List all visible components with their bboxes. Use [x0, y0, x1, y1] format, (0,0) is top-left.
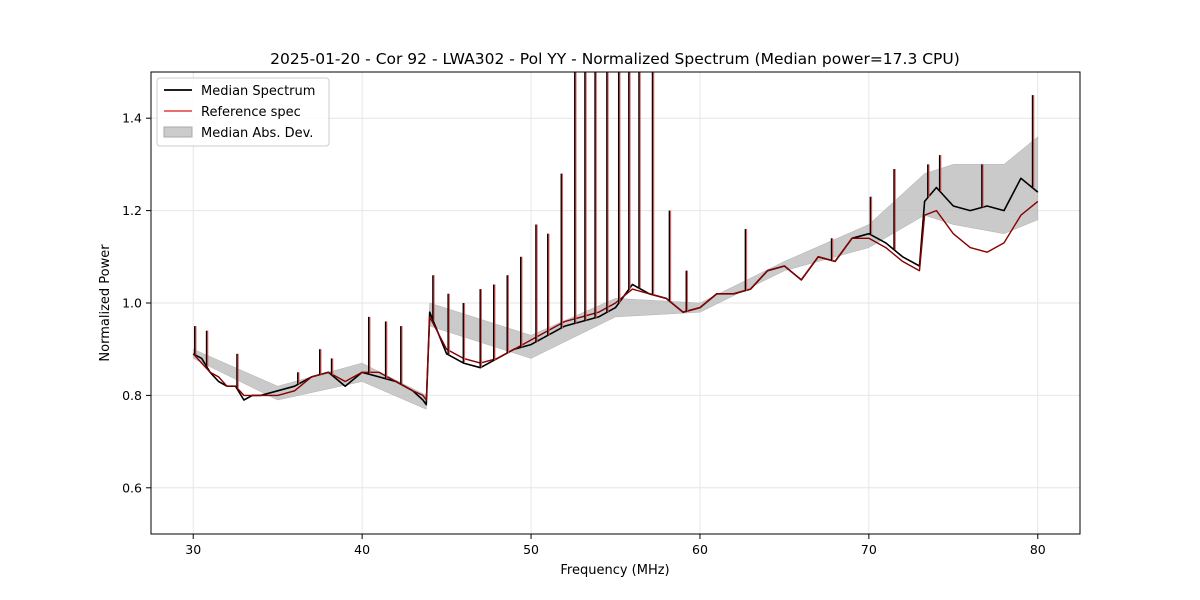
x-tick-label: 80: [1030, 542, 1046, 557]
y-tick-label: 1.0: [122, 296, 142, 311]
x-axis-label: Frequency (MHz): [560, 563, 669, 578]
y-tick-label: 1.2: [122, 203, 142, 218]
legend-box: [156, 77, 330, 147]
legend-swatch-mad: [163, 126, 193, 138]
y-tick-label: 1.4: [122, 111, 142, 126]
legend: Median Spectrum Reference spec Median Ab…: [156, 77, 330, 147]
x-tick-label: 70: [861, 542, 877, 557]
x-tick-label: 60: [692, 542, 708, 557]
axis-ticks: 30 40 50 60 70 80 0.6 0.8 1.0 1.2 1.4: [122, 111, 1046, 557]
legend-label-mad: Median Abs. Dev.: [201, 126, 313, 141]
x-tick-label: 50: [523, 542, 539, 557]
x-tick-label: 30: [185, 542, 201, 557]
y-axis-label: Normalized Power: [98, 244, 113, 362]
legend-label-median: Median Spectrum: [201, 84, 315, 99]
x-tick-label: 40: [354, 542, 370, 557]
chart-title: 2025-01-20 - Cor 92 - LWA302 - Pol YY - …: [270, 50, 960, 68]
spikes-layer: [194, 72, 1035, 389]
y-tick-label: 0.8: [122, 388, 142, 403]
legend-label-reference: Reference spec: [201, 105, 301, 120]
reference-spectrum-line: [192, 200, 1039, 401]
y-tick-label: 0.6: [122, 480, 142, 495]
